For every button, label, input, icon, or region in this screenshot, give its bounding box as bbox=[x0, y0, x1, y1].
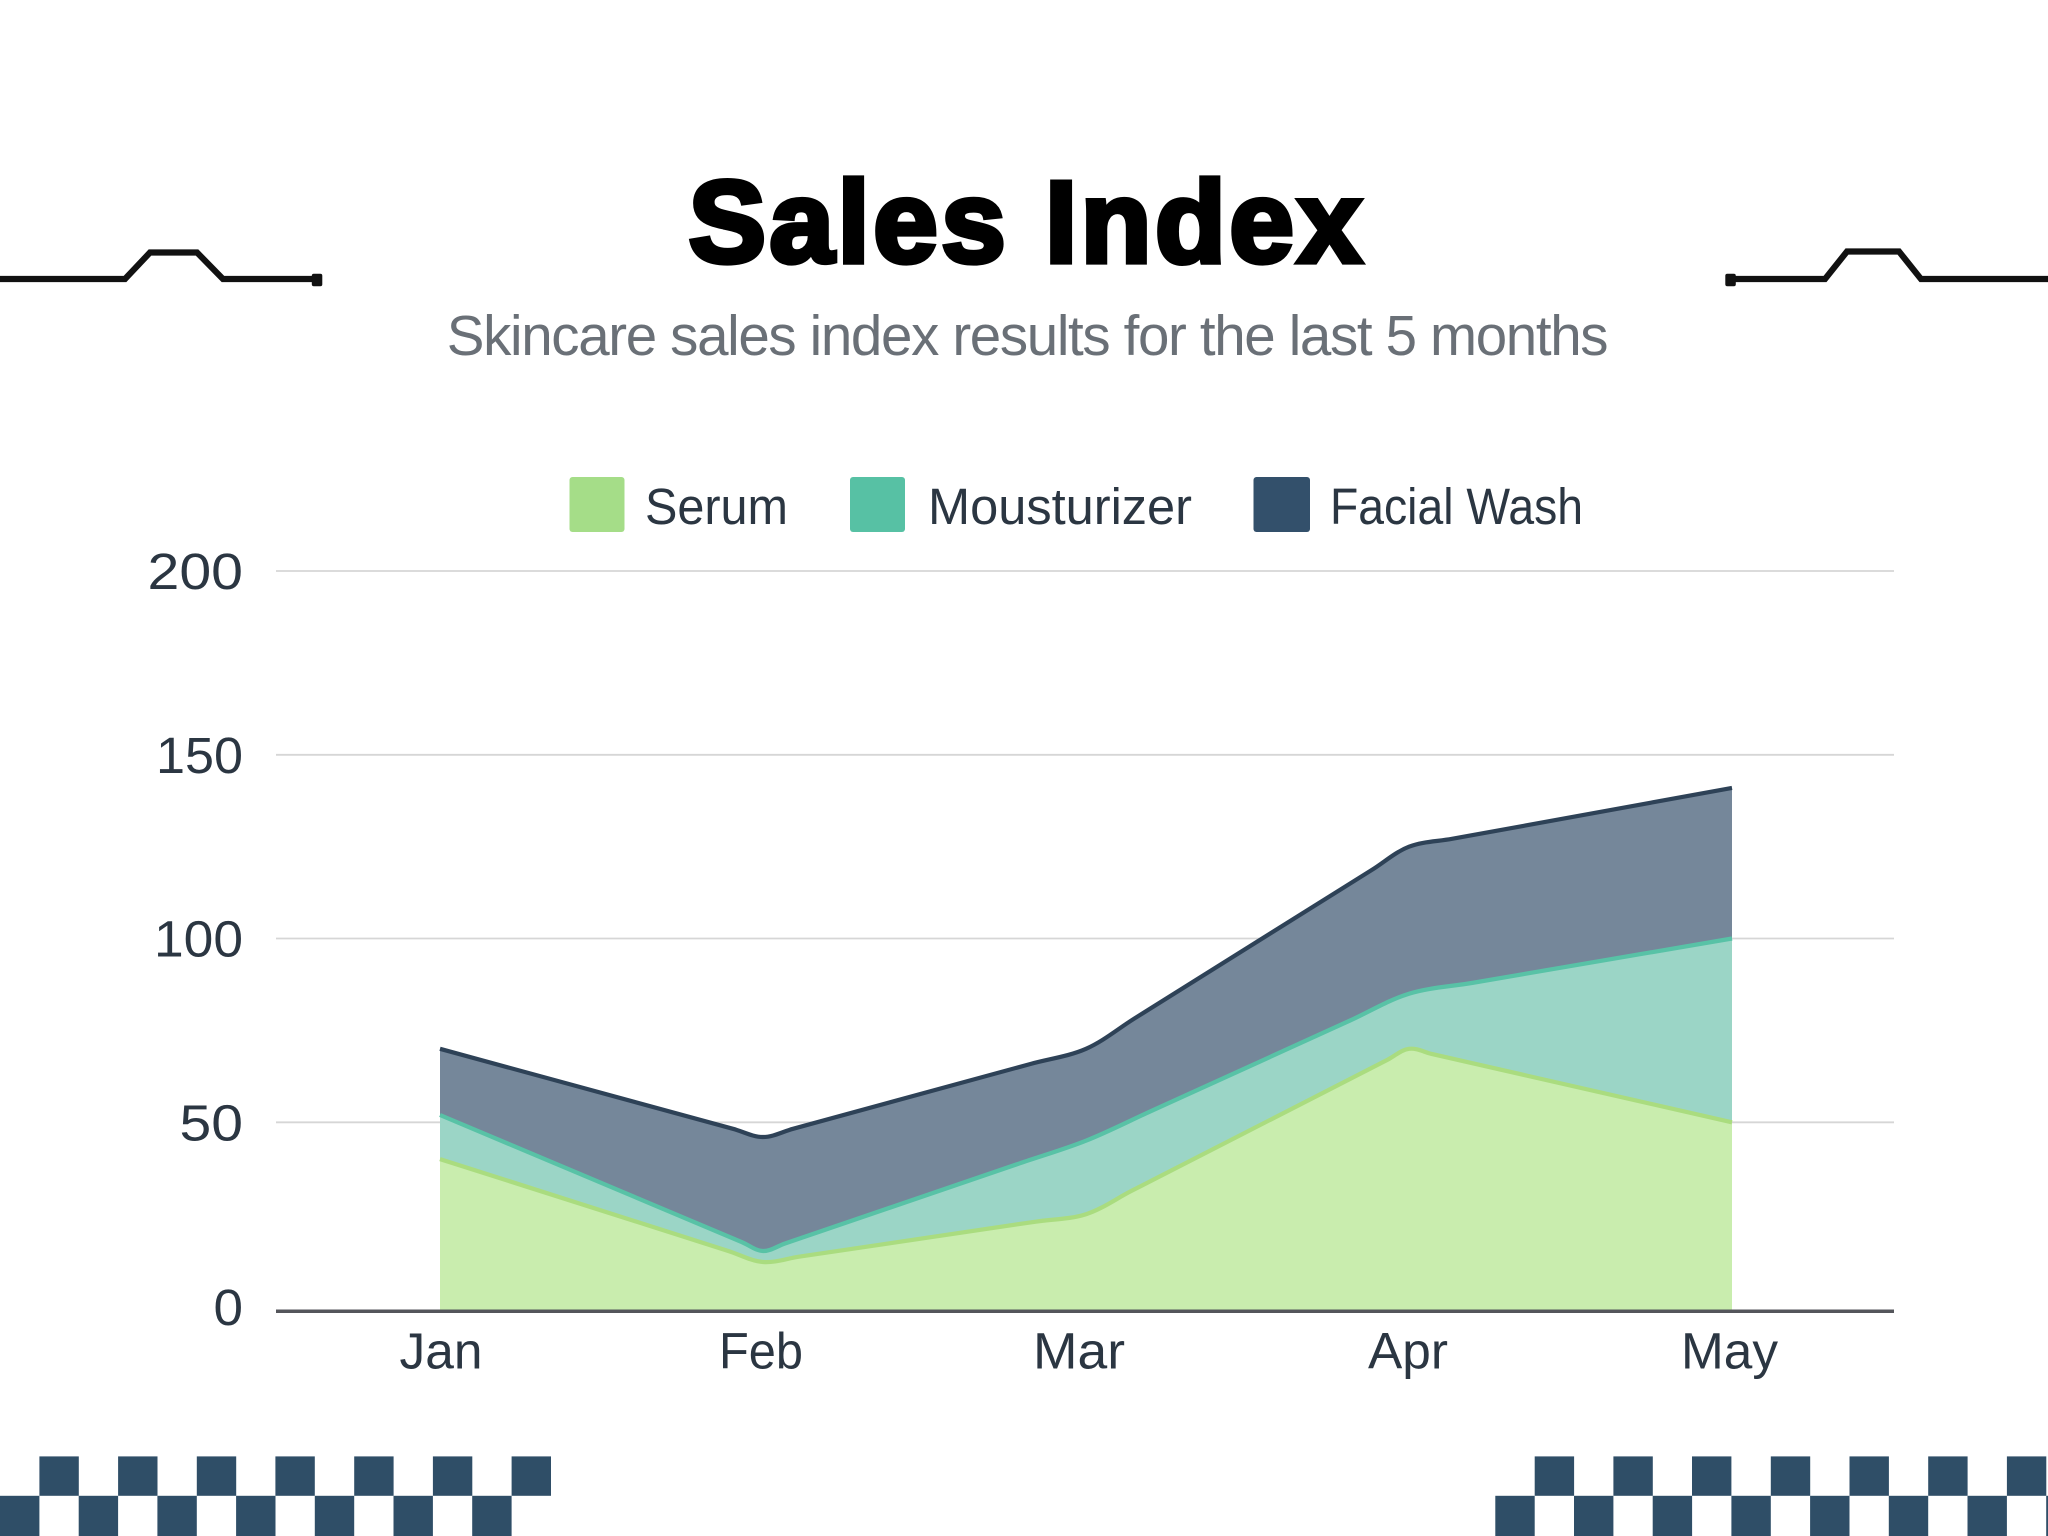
svg-text:200: 200 bbox=[148, 543, 244, 600]
svg-text:Feb: Feb bbox=[719, 1323, 803, 1380]
svg-text:May: May bbox=[1681, 1323, 1778, 1380]
svg-text:Jan: Jan bbox=[400, 1323, 483, 1380]
svg-text:Mousturizer: Mousturizer bbox=[928, 478, 1192, 535]
svg-text:Apr: Apr bbox=[1368, 1323, 1448, 1380]
svg-text:50: 50 bbox=[180, 1094, 244, 1151]
svg-text:Mar: Mar bbox=[1033, 1323, 1125, 1380]
svg-text:Facial Wash: Facial Wash bbox=[1330, 478, 1583, 535]
svg-text:Sales Index: Sales Index bbox=[689, 157, 1366, 287]
svg-text:Serum: Serum bbox=[645, 478, 788, 535]
svg-text:150: 150 bbox=[156, 727, 243, 784]
svg-text:Skincare sales index results f: Skincare sales index results for the las… bbox=[447, 304, 1607, 367]
svg-text:0: 0 bbox=[214, 1279, 244, 1336]
svg-text:100: 100 bbox=[154, 911, 243, 968]
